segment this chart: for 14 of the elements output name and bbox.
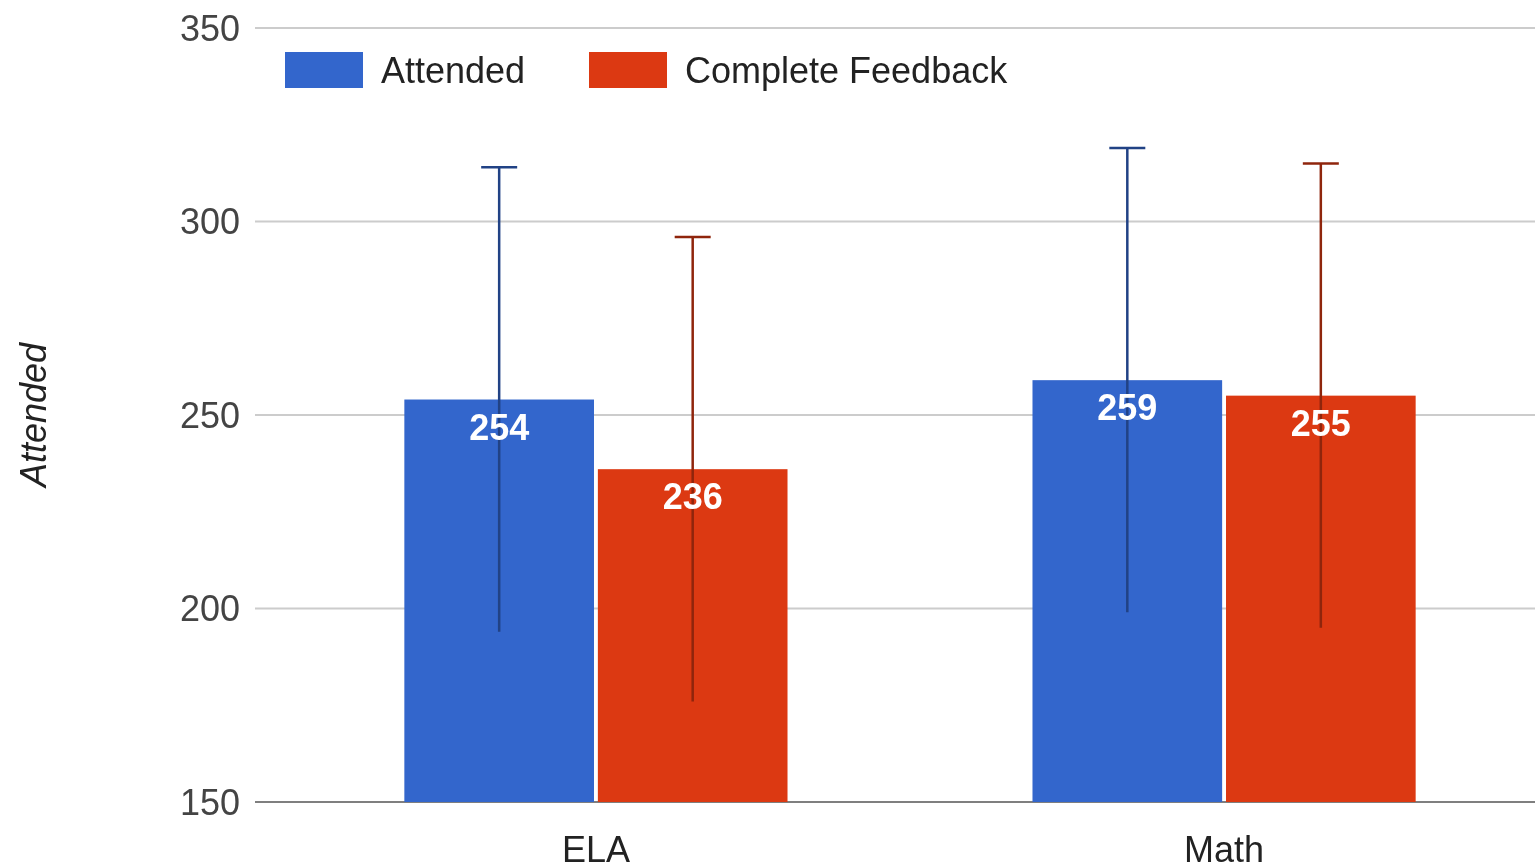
y-tick-label: 300 — [179, 201, 240, 243]
y-tick-label: 350 — [179, 7, 240, 49]
data-label: 236 — [662, 476, 723, 518]
data-label: 254 — [469, 406, 530, 448]
legend-label: Complete Feedback — [685, 50, 1009, 91]
y-tick-label: 250 — [179, 394, 240, 436]
y-axis-title: Attended — [13, 341, 54, 490]
y-tick-label: 150 — [179, 781, 240, 823]
data-label: 255 — [1290, 402, 1351, 444]
x-tick-label: Math — [1184, 829, 1265, 867]
data-label: 259 — [1097, 387, 1158, 429]
legend-label: Attended — [381, 50, 526, 91]
y-tick-label: 200 — [179, 588, 240, 630]
x-tick-label: ELA — [561, 829, 630, 867]
